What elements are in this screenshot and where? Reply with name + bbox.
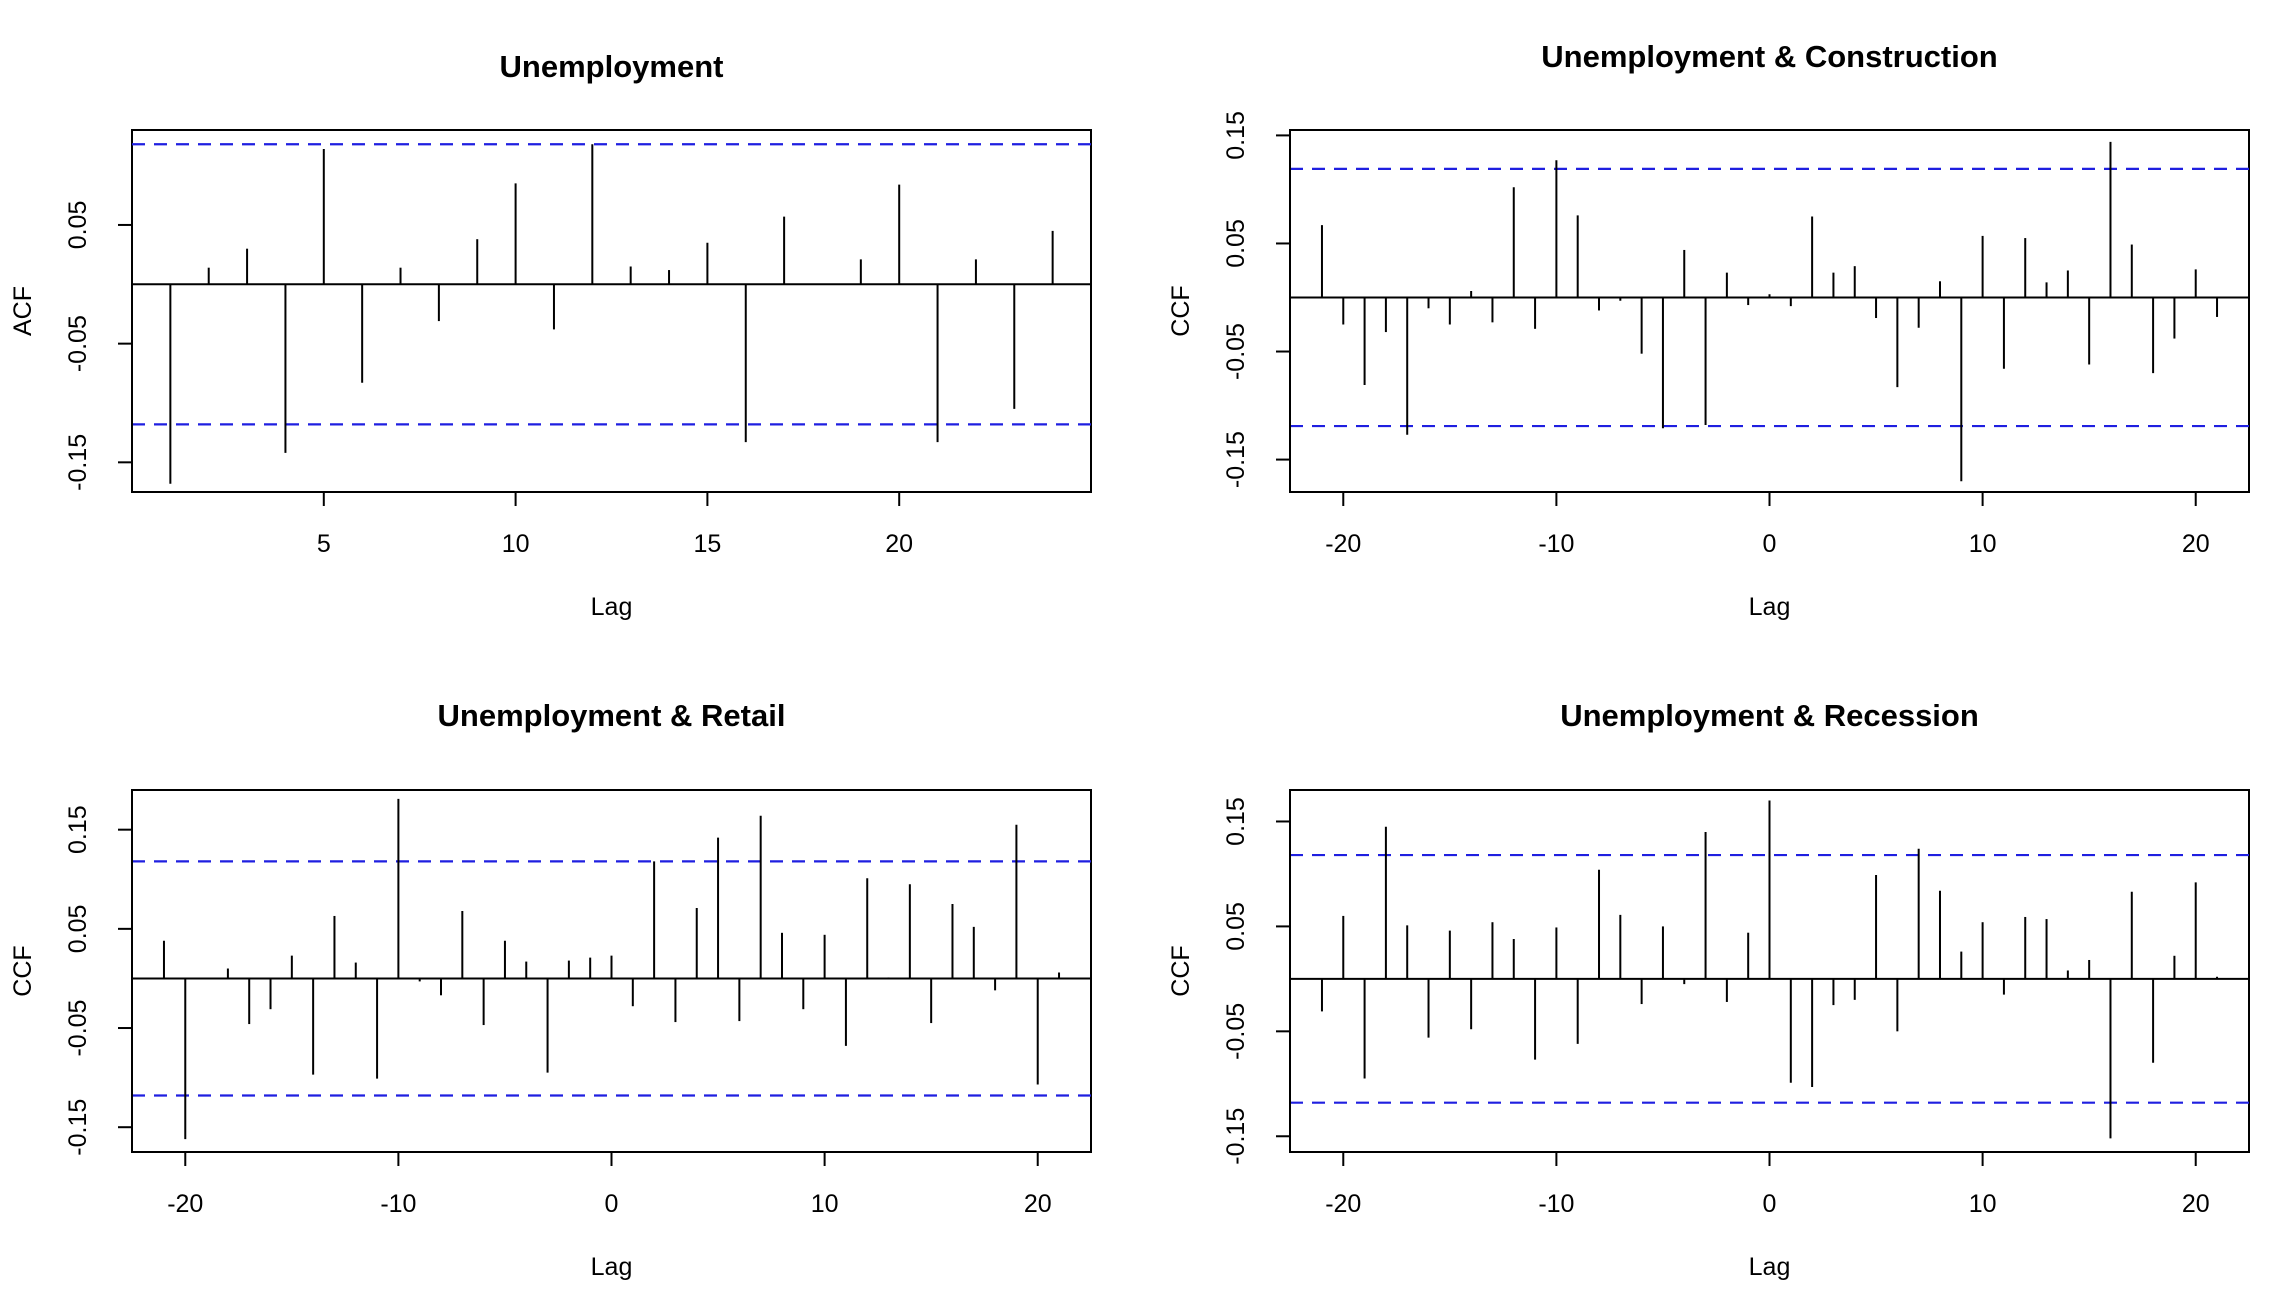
y-tick-label: 0.05 — [64, 905, 92, 954]
x-tick-label: 20 — [2182, 1190, 2210, 1218]
x-axis-label: Lag — [1749, 593, 1791, 621]
y-tick-label: -0.15 — [1222, 431, 1250, 488]
x-tick-label: -20 — [1325, 530, 1361, 558]
x-tick-label: 0 — [1763, 530, 1777, 558]
x-tick-label: 20 — [1024, 1190, 1052, 1218]
chart-title: Unemployment — [500, 49, 724, 84]
x-tick-label: 20 — [885, 530, 913, 558]
x-tick-label: 10 — [1969, 1190, 1997, 1218]
x-axis-label: Lag — [591, 1253, 633, 1281]
y-tick-label: 0.05 — [1222, 902, 1250, 951]
y-tick-label: -0.05 — [64, 315, 92, 372]
y-tick-label: 0.15 — [64, 805, 92, 854]
x-tick-label: -20 — [1325, 1190, 1361, 1218]
plot-frame — [131, 129, 1092, 493]
y-axis-label: CCF — [1167, 285, 1195, 336]
chart-title: Unemployment & Retail — [438, 698, 786, 733]
y-tick-label: -0.15 — [64, 434, 92, 491]
y-tick-label: 0.05 — [1222, 219, 1250, 268]
x-tick-label: -10 — [1538, 530, 1574, 558]
y-tick-label: -0.15 — [64, 1099, 92, 1156]
y-axis-label: CCF — [1167, 945, 1195, 996]
y-tick-label: -0.05 — [64, 1000, 92, 1057]
y-axis-label: CCF — [9, 945, 37, 996]
x-tick-label: -10 — [1538, 1190, 1574, 1218]
chart-title: Unemployment & Recession — [1560, 698, 1979, 733]
y-tick-label: -0.05 — [1222, 1003, 1250, 1060]
x-tick-label: 5 — [317, 530, 331, 558]
x-axis-label: Lag — [591, 593, 633, 621]
x-tick-label: 10 — [1969, 530, 1997, 558]
y-axis-label: ACF — [9, 286, 37, 336]
y-tick-label: -0.15 — [1222, 1108, 1250, 1165]
y-tick-label: -0.05 — [1222, 323, 1250, 380]
y-tick-label: 0.05 — [64, 201, 92, 250]
x-tick-label: 10 — [811, 1190, 839, 1218]
x-tick-label: 20 — [2182, 530, 2210, 558]
y-tick-label: 0.15 — [1222, 111, 1250, 160]
y-tick-label: 0.15 — [1222, 797, 1250, 846]
x-tick-label: -20 — [167, 1190, 203, 1218]
x-tick-label: 0 — [1763, 1190, 1777, 1218]
x-axis-label: Lag — [1749, 1253, 1791, 1281]
x-tick-label: 15 — [693, 530, 721, 558]
plot-frame — [1289, 129, 2250, 493]
x-tick-label: 0 — [605, 1190, 619, 1218]
chart-title: Unemployment & Construction — [1541, 39, 1997, 74]
x-tick-label: 10 — [502, 530, 530, 558]
x-tick-label: -10 — [380, 1190, 416, 1218]
